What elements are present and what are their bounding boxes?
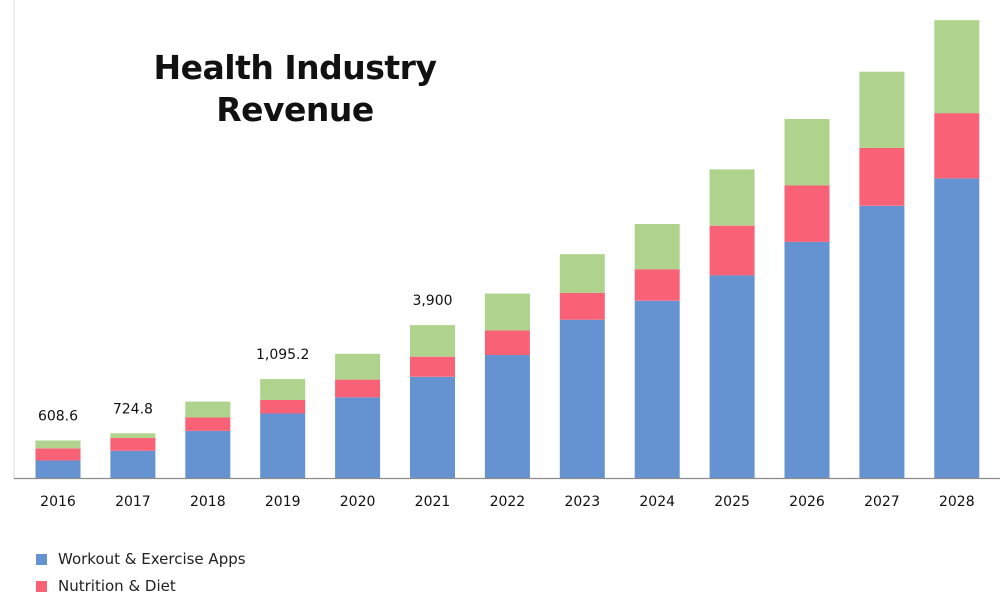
x-tick-2028: 2028 xyxy=(939,494,975,510)
data-label-2021: 3,900 xyxy=(412,293,452,309)
legend-label-workout: Workout & Exercise Apps xyxy=(58,550,246,568)
x-tick-2016: 2016 xyxy=(40,494,76,510)
bar-other-2025 xyxy=(709,169,755,226)
bar-other-2026 xyxy=(784,119,830,186)
x-tick-2025: 2025 xyxy=(714,494,750,510)
bar-workout-exercise-apps-2027 xyxy=(859,205,905,478)
legend-item-nutrition: Nutrition & Diet xyxy=(36,577,176,595)
bar-nutrition-diet-2021 xyxy=(410,356,455,377)
bar-nutrition-diet-2017 xyxy=(110,437,156,451)
bar-workout-exercise-apps-2016 xyxy=(35,460,81,478)
bar-other-2024 xyxy=(634,224,680,270)
legend-label-nutrition: Nutrition & Diet xyxy=(58,577,176,595)
bar-workout-exercise-apps-2023 xyxy=(559,319,605,478)
bar-nutrition-diet-2025 xyxy=(709,225,755,276)
bar-workout-exercise-apps-2028 xyxy=(934,178,980,478)
x-tick-2018: 2018 xyxy=(190,494,226,510)
chart-title-line-1: Health Industry xyxy=(153,48,437,87)
x-tick-2023: 2023 xyxy=(564,494,600,510)
bar-other-2017 xyxy=(110,433,156,438)
total-data-labels: 608.6 724.8 1,095.2 3,900 xyxy=(38,293,453,424)
bar-nutrition-diet-2018 xyxy=(185,417,231,431)
legend-swatch-workout xyxy=(36,553,47,565)
bar-workout-exercise-apps-2017 xyxy=(110,450,156,478)
bar-other-2020 xyxy=(335,353,381,380)
x-tick-2026: 2026 xyxy=(789,494,825,510)
x-tick-2019: 2019 xyxy=(265,494,301,510)
bar-workout-exercise-apps-2019 xyxy=(260,413,306,478)
legend-item-workout: Workout & Exercise Apps xyxy=(36,550,246,568)
bar-nutrition-diet-2020 xyxy=(335,379,381,398)
bar-workout-exercise-apps-2025 xyxy=(709,275,755,478)
bar-other-2021 xyxy=(410,325,455,357)
bar-other-2019 xyxy=(260,379,306,400)
x-tick-2021: 2021 xyxy=(415,494,451,510)
x-tick-2027: 2027 xyxy=(864,494,900,510)
bar-other-2023 xyxy=(559,254,605,293)
bar-nutrition-diet-2023 xyxy=(559,292,605,320)
bar-workout-exercise-apps-2020 xyxy=(335,397,381,478)
x-tick-2022: 2022 xyxy=(490,494,526,510)
bar-workout-exercise-apps-2021 xyxy=(410,376,455,478)
bar-nutrition-diet-2024 xyxy=(634,269,680,301)
bar-workout-exercise-apps-2018 xyxy=(185,430,231,478)
data-label-2017: 724.8 xyxy=(113,401,153,417)
bar-other-2028 xyxy=(934,20,980,114)
bar-workout-exercise-apps-2024 xyxy=(634,300,680,478)
bar-other-2016 xyxy=(35,440,81,449)
bar-other-2022 xyxy=(484,293,530,331)
data-label-2019: 1,095.2 xyxy=(256,347,309,363)
x-tick-2020: 2020 xyxy=(340,494,376,510)
bar-nutrition-diet-2022 xyxy=(484,330,530,355)
bar-workout-exercise-apps-2022 xyxy=(484,355,530,478)
bar-nutrition-diet-2019 xyxy=(260,399,306,414)
bar-other-2018 xyxy=(185,401,231,418)
bar-workout-exercise-apps-2026 xyxy=(784,241,830,478)
bar-nutrition-diet-2016 xyxy=(35,448,81,461)
chart-title-line-2: Revenue xyxy=(216,90,374,129)
bar-nutrition-diet-2028 xyxy=(934,113,980,179)
x-tick-labels: 2016 2017 2018 2019 2020 2021 2022 2023 2024 2025… xyxy=(40,494,974,510)
x-tick-2024: 2024 xyxy=(639,494,675,510)
bar-other-2027 xyxy=(859,71,905,148)
legend-swatch-nutrition xyxy=(36,580,47,592)
data-label-2016: 608.6 xyxy=(38,409,78,425)
x-tick-2017: 2017 xyxy=(115,494,151,510)
bars-group xyxy=(35,20,980,478)
bar-nutrition-diet-2026 xyxy=(784,185,830,242)
bar-nutrition-diet-2027 xyxy=(859,147,905,206)
